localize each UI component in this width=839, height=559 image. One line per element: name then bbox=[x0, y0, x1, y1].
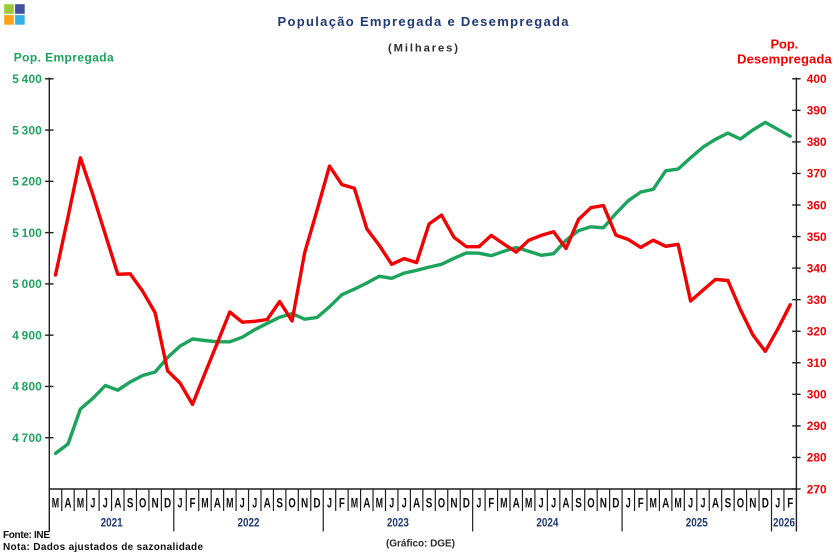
svg-text:O: O bbox=[737, 496, 744, 511]
svg-text:F: F bbox=[488, 496, 494, 511]
svg-text:2022: 2022 bbox=[238, 518, 260, 530]
svg-text:290: 290 bbox=[807, 419, 827, 433]
svg-text:2026: 2026 bbox=[773, 518, 795, 530]
svg-text:270: 270 bbox=[807, 482, 827, 496]
svg-text:S: S bbox=[276, 496, 283, 511]
svg-text:M: M bbox=[351, 496, 358, 511]
svg-text:A: A bbox=[64, 496, 71, 511]
svg-text:J: J bbox=[539, 496, 544, 511]
svg-text:2025: 2025 bbox=[686, 518, 709, 530]
svg-text:A: A bbox=[214, 496, 221, 511]
svg-text:M: M bbox=[376, 496, 383, 511]
svg-text:D: D bbox=[762, 496, 769, 511]
svg-text:N: N bbox=[600, 496, 607, 511]
svg-text:M: M bbox=[52, 496, 59, 511]
svg-text:360: 360 bbox=[807, 198, 827, 212]
svg-text:J: J bbox=[103, 496, 108, 511]
svg-text:N: N bbox=[301, 496, 308, 511]
svg-text:J: J bbox=[402, 496, 407, 511]
svg-text:390: 390 bbox=[807, 104, 827, 118]
svg-text:População Empregada e Desempre: População Empregada e Desempregada bbox=[278, 14, 570, 29]
svg-text:5 300: 5 300 bbox=[12, 123, 42, 137]
svg-text:A: A bbox=[662, 496, 669, 511]
svg-text:2021: 2021 bbox=[101, 518, 124, 530]
svg-text:N: N bbox=[152, 496, 159, 511]
svg-text:S: S bbox=[426, 496, 433, 511]
svg-text:4 900: 4 900 bbox=[12, 328, 42, 342]
svg-text:300: 300 bbox=[807, 388, 827, 402]
svg-text:J: J bbox=[476, 496, 481, 511]
svg-text:2023: 2023 bbox=[387, 518, 409, 530]
svg-text:4 700: 4 700 bbox=[12, 431, 42, 445]
svg-text:M: M bbox=[201, 496, 208, 511]
svg-text:J: J bbox=[626, 496, 631, 511]
svg-text:J: J bbox=[252, 496, 257, 511]
svg-text:J: J bbox=[688, 496, 693, 511]
svg-text:J: J bbox=[327, 496, 332, 511]
svg-text:D: D bbox=[313, 496, 320, 511]
svg-text:S: S bbox=[575, 496, 582, 511]
svg-text:A: A bbox=[513, 496, 520, 511]
svg-text:D: D bbox=[612, 496, 619, 511]
svg-text:310: 310 bbox=[807, 356, 827, 370]
svg-text:M: M bbox=[77, 496, 84, 511]
svg-text:M: M bbox=[226, 496, 233, 511]
svg-text:2024: 2024 bbox=[536, 518, 559, 530]
svg-text:5 000: 5 000 bbox=[12, 277, 42, 291]
svg-text:J: J bbox=[775, 496, 780, 511]
svg-text:N: N bbox=[450, 496, 457, 511]
svg-text:J: J bbox=[551, 496, 556, 511]
svg-text:A: A bbox=[114, 496, 121, 511]
svg-text:5 200: 5 200 bbox=[12, 175, 42, 189]
svg-text:A: A bbox=[264, 496, 271, 511]
svg-text:5 100: 5 100 bbox=[12, 226, 42, 240]
svg-text:F: F bbox=[787, 496, 793, 511]
svg-text:A: A bbox=[712, 496, 719, 511]
svg-text:D: D bbox=[463, 496, 470, 511]
svg-text:340: 340 bbox=[807, 261, 827, 275]
svg-text:S: S bbox=[127, 496, 134, 511]
svg-text:370: 370 bbox=[807, 167, 827, 181]
svg-text:O: O bbox=[587, 496, 594, 511]
svg-text:(Milhares): (Milhares) bbox=[388, 43, 458, 55]
svg-text:N: N bbox=[749, 496, 756, 511]
svg-text:O: O bbox=[438, 496, 445, 511]
svg-text:A: A bbox=[562, 496, 569, 511]
svg-text:4 800: 4 800 bbox=[12, 380, 42, 394]
svg-text:(Gráfico: DGE): (Gráfico: DGE) bbox=[386, 539, 455, 550]
svg-text:M: M bbox=[674, 496, 681, 511]
svg-text:5 400: 5 400 bbox=[12, 72, 42, 86]
svg-text:J: J bbox=[389, 496, 394, 511]
svg-text:400: 400 bbox=[807, 72, 827, 86]
svg-text:J: J bbox=[90, 496, 95, 511]
svg-text:O: O bbox=[288, 496, 295, 511]
svg-text:350: 350 bbox=[807, 230, 827, 244]
svg-text:Desempregada: Desempregada bbox=[737, 52, 832, 67]
svg-text:S: S bbox=[725, 496, 732, 511]
svg-text:380: 380 bbox=[807, 135, 827, 149]
svg-text:280: 280 bbox=[807, 451, 827, 465]
svg-text:D: D bbox=[164, 496, 171, 511]
svg-text:Fonte: INE: Fonte: INE bbox=[3, 530, 50, 541]
svg-text:O: O bbox=[139, 496, 146, 511]
svg-text:Nota: Dados ajustados de sazon: Nota: Dados ajustados de sazonalidade bbox=[3, 542, 203, 553]
svg-text:J: J bbox=[701, 496, 706, 511]
svg-text:J: J bbox=[178, 496, 183, 511]
svg-text:M: M bbox=[500, 496, 507, 511]
svg-text:320: 320 bbox=[807, 325, 827, 339]
svg-text:Pop.: Pop. bbox=[771, 37, 799, 52]
svg-text:M: M bbox=[650, 496, 657, 511]
svg-text:330: 330 bbox=[807, 293, 827, 307]
svg-text:J: J bbox=[240, 496, 245, 511]
svg-text:F: F bbox=[638, 496, 644, 511]
svg-text:F: F bbox=[190, 496, 196, 511]
svg-text:A: A bbox=[413, 496, 420, 511]
svg-text:A: A bbox=[363, 496, 370, 511]
svg-text:M: M bbox=[525, 496, 532, 511]
svg-text:Pop. Empregada: Pop. Empregada bbox=[14, 51, 114, 65]
svg-text:F: F bbox=[339, 496, 345, 511]
